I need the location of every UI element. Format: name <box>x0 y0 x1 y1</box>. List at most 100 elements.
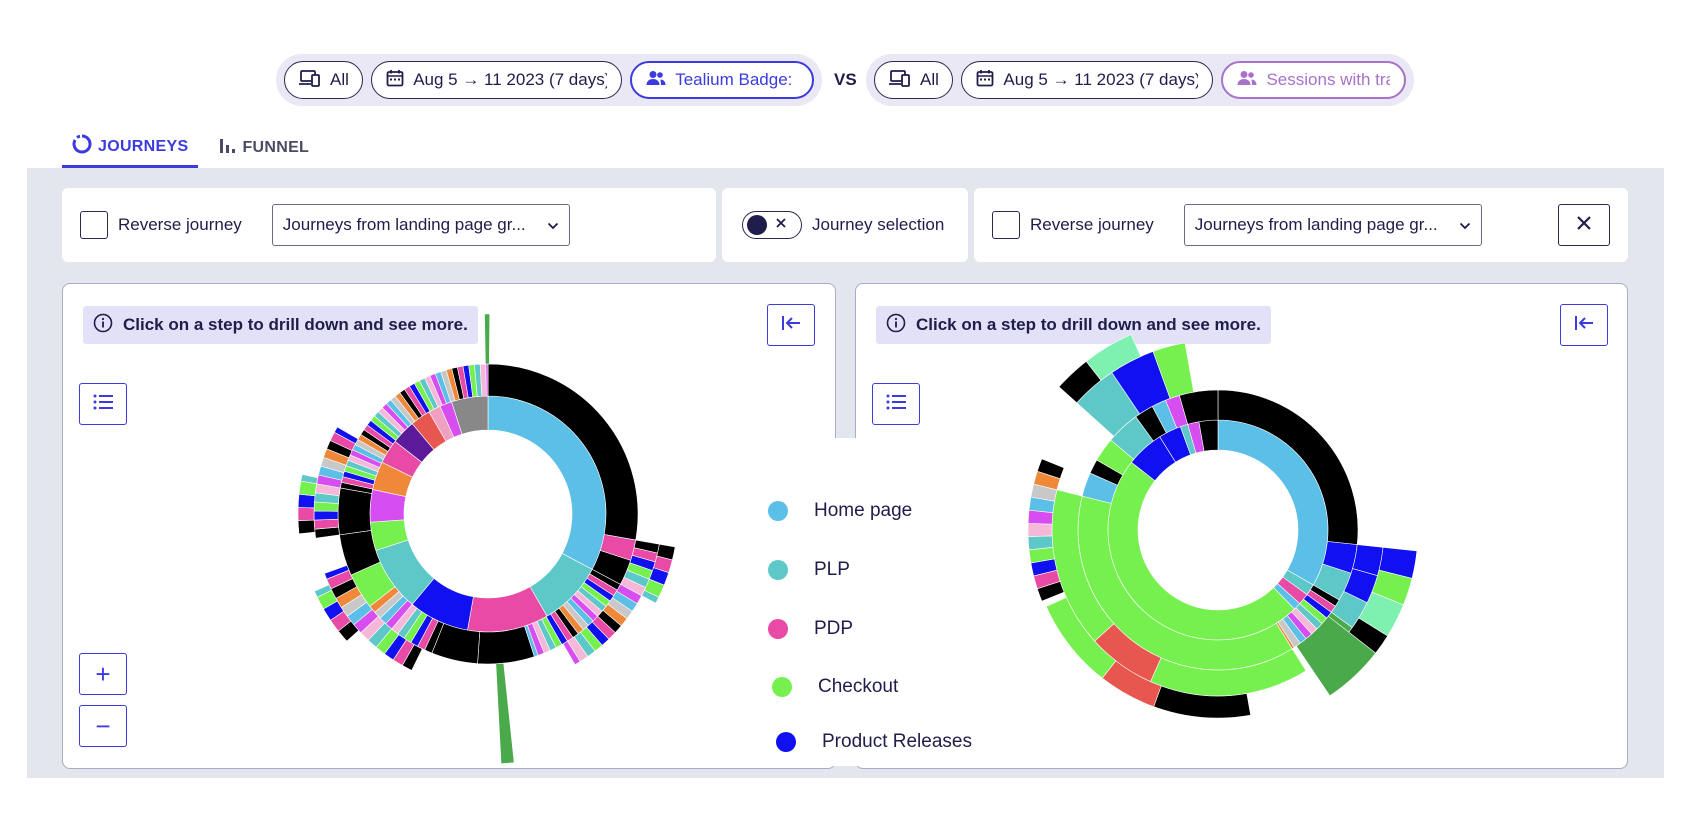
legend-toggle-button[interactable] <box>872 383 920 425</box>
legend-item-product-releases: Product Releases <box>776 731 972 753</box>
right-filter-group: All Aug 5 → 11 2023 (7 days) Sessions wi… <box>866 54 1414 106</box>
chevron-down-icon <box>547 215 559 235</box>
devices-icon <box>889 69 911 92</box>
legend-dot <box>776 732 796 752</box>
journey-selection-label: Journey selection <box>812 215 945 234</box>
users-icon <box>646 70 666 91</box>
left-controls: Reverse journey Journeys from landing pa… <box>62 188 716 262</box>
zoom-out-button[interactable]: − <box>79 705 127 747</box>
journey-selection-toggle[interactable] <box>742 211 802 239</box>
right-reverse-journey-label: Reverse journey <box>1030 215 1154 234</box>
level-3-segment[interactable] <box>1295 615 1377 697</box>
drill-down-hint-text: Click on a step to drill down and see mo… <box>916 315 1261 334</box>
view-tabs: JOURNEYS FUNNEL <box>62 128 319 168</box>
level-2-segment[interactable] <box>337 487 373 536</box>
sunburst-segment[interactable] <box>313 518 339 530</box>
level-3-segment[interactable] <box>484 313 491 365</box>
right-segment-label: Sessions with tra <box>1266 70 1390 89</box>
right-device-filter[interactable]: All <box>874 61 954 99</box>
tab-funnel-label: FUNNEL <box>242 139 310 156</box>
collapse-left-icon <box>1573 314 1595 337</box>
left-journey-sunburst[interactable] <box>63 284 836 769</box>
left-segment-filter[interactable]: Tealium Badge: <box>630 61 814 99</box>
sunburst-segment[interactable] <box>297 519 316 535</box>
legend-label: Home page <box>814 500 913 521</box>
users-icon <box>1237 70 1257 91</box>
sunburst-segment[interactable] <box>297 507 315 521</box>
collapse-panel-button[interactable] <box>767 304 815 346</box>
right-journey-type-select[interactable]: Journeys from landing page gr... <box>1183 204 1482 246</box>
level-4-segment[interactable] <box>1045 597 1117 679</box>
list-icon <box>93 394 113 415</box>
sunburst-segment[interactable] <box>313 510 339 521</box>
info-icon <box>93 313 113 338</box>
legend-toggle-button[interactable] <box>79 383 127 425</box>
collapse-panel-button[interactable] <box>1560 304 1608 346</box>
level-2-segment[interactable] <box>477 625 535 665</box>
list-icon <box>886 394 906 415</box>
level-3-segment[interactable] <box>495 662 515 764</box>
sunburst-segment[interactable] <box>641 589 660 604</box>
plus-icon: + <box>95 658 111 689</box>
legend-dot <box>768 501 788 521</box>
vs-label: VS <box>834 70 857 89</box>
close-comparison-button[interactable] <box>1558 204 1610 246</box>
sunburst-segment[interactable] <box>562 640 581 666</box>
level-3-segment[interactable] <box>1152 342 1195 399</box>
sunburst-segment[interactable] <box>297 493 316 509</box>
left-journey-type-select[interactable]: Journeys from landing page gr... <box>271 204 570 246</box>
tab-funnel[interactable]: FUNNEL <box>208 128 319 168</box>
left-reverse-journey-checkbox[interactable] <box>80 211 108 239</box>
right-device-label: All <box>920 70 939 89</box>
right-reverse-journey-checkbox[interactable] <box>992 211 1020 239</box>
tab-journeys[interactable]: JOURNEYS <box>62 128 199 168</box>
right-controls: Reverse journey Journeys from landing pa… <box>974 188 1628 262</box>
legend-dot <box>768 560 788 580</box>
step-legend: Home page PLP PDP Checkout Product Relea… <box>740 438 992 766</box>
calendar-icon <box>976 69 994 92</box>
sunburst-segment[interactable] <box>1036 458 1065 480</box>
legend-item-home-page: Home page <box>768 500 912 522</box>
sunburst-segment[interactable] <box>1027 535 1054 551</box>
legend-item-plp: PLP <box>768 559 850 581</box>
journey-selection-control: Journey selection <box>722 188 968 262</box>
left-date-filter[interactable]: Aug 5 → 11 2023 (7 days) <box>371 61 623 99</box>
left-device-label: All <box>330 70 349 89</box>
sunburst-segment[interactable] <box>314 584 333 598</box>
zoom-in-button[interactable]: + <box>79 653 127 695</box>
sunburst-segment[interactable] <box>300 474 319 485</box>
left-reverse-journey-label: Reverse journey <box>118 215 242 234</box>
right-journey-sunburst[interactable] <box>856 284 1628 769</box>
level-4-segment[interactable] <box>1085 334 1142 381</box>
right-segment-filter[interactable]: Sessions with tra <box>1221 61 1406 99</box>
close-icon <box>1575 214 1593 237</box>
drill-down-hint-text: Click on a step to drill down and see mo… <box>123 315 468 334</box>
legend-item-pdp: PDP <box>768 618 853 640</box>
minus-icon: − <box>95 710 111 741</box>
collapse-left-icon <box>780 314 802 337</box>
left-filter-group: All Aug 5 → 11 2023 (7 days) Tealium Bad… <box>276 54 822 106</box>
right-date-filter[interactable]: Aug 5 → 11 2023 (7 days) <box>961 61 1214 99</box>
left-segment-label: Tealium Badge: <box>675 70 793 89</box>
drill-down-hint: Click on a step to drill down and see mo… <box>876 306 1271 344</box>
right-date-range: Aug 5 → 11 2023 (7 days) <box>1003 70 1199 89</box>
legend-dot <box>772 677 792 697</box>
left-date-range: Aug 5 → 11 2023 (7 days) <box>413 70 608 89</box>
left-device-filter[interactable]: All <box>284 61 364 99</box>
legend-item-checkout: Checkout <box>772 676 898 698</box>
info-icon <box>886 313 906 338</box>
legend-label: PLP <box>814 559 850 580</box>
sunburst-segment[interactable] <box>324 564 350 580</box>
legend-dot <box>768 619 788 639</box>
tab-journeys-label: JOURNEYS <box>98 137 189 155</box>
toggle-knob <box>747 215 767 235</box>
sunburst-segment[interactable] <box>485 363 489 397</box>
bar-chart-icon <box>218 137 236 160</box>
calendar-icon <box>386 69 404 92</box>
legend-label: Checkout <box>818 676 899 697</box>
chevron-down-icon <box>1459 215 1471 235</box>
left-journey-card: Click on a step to drill down and see mo… <box>62 283 836 769</box>
right-journey-type-value: Journeys from landing page gr... <box>1194 215 1438 234</box>
sunburst-segment[interactable] <box>1027 523 1053 537</box>
sunburst-segment[interactable] <box>333 426 359 444</box>
